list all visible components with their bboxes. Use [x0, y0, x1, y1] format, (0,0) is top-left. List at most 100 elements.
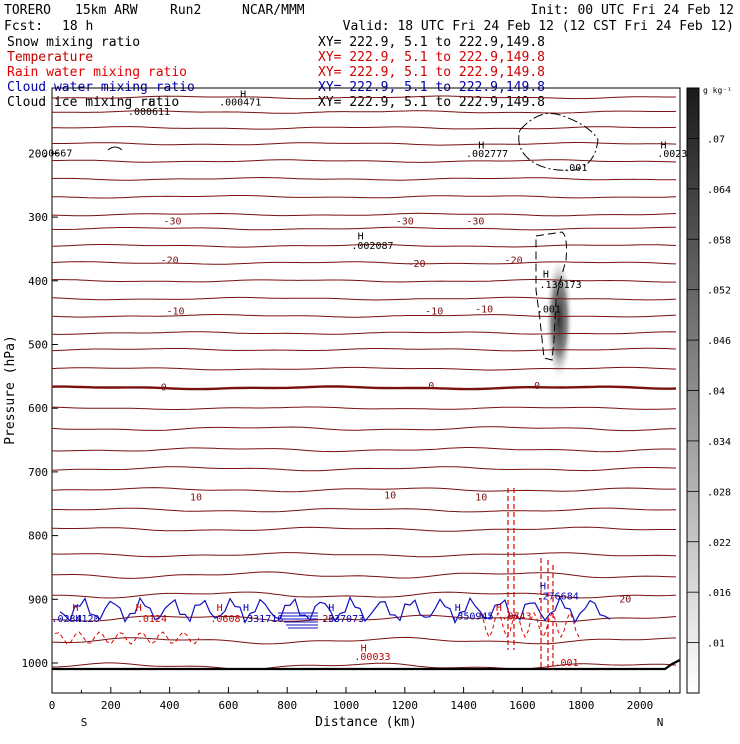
x-tick-label: 400	[160, 699, 180, 712]
isotherm-line	[51, 176, 676, 181]
isotherm-label: -20	[161, 256, 179, 267]
extremum-label: .00237	[657, 149, 693, 160]
extremum-label: .0667	[42, 149, 72, 160]
colorbar-swatch	[687, 638, 699, 646]
y-tick-label: 400	[28, 275, 48, 288]
colorbar-swatch	[687, 112, 699, 119]
colorbar-swatch	[687, 202, 699, 210]
plot-area	[51, 87, 681, 694]
extremum-label: H	[358, 231, 364, 242]
legend-label: Rain water mixing ratio	[7, 65, 187, 80]
header-run: Run2	[170, 3, 201, 18]
extremum-label: .337073	[322, 614, 364, 625]
x-tick-label: 2000	[627, 699, 654, 712]
colorbar-tick-label: .058	[707, 235, 731, 246]
colorbar-swatch	[687, 438, 699, 446]
y-axis-title: Pressure (hPa)	[3, 335, 18, 445]
colorbar-swatch	[687, 402, 699, 410]
isotherm-line	[52, 142, 677, 146]
colorbar-tick-label: .01	[707, 639, 725, 650]
extremum-label: .0743	[501, 612, 531, 623]
colorbar-swatch	[687, 178, 699, 186]
y-tick-label: 900	[28, 593, 48, 606]
colorbar-swatch	[687, 505, 699, 513]
colorbar-swatch	[687, 674, 699, 682]
isotherm-line	[51, 110, 677, 114]
zero-isotherm	[51, 385, 677, 391]
snow-contour	[518, 112, 599, 171]
y-tick-label: 500	[28, 339, 48, 352]
extremum-label: H	[478, 140, 484, 151]
colorbar-swatch	[687, 535, 699, 543]
colorbar-swatch	[687, 493, 699, 500]
isotherm-label: -20	[408, 259, 426, 270]
extremum-label: .0284120	[51, 614, 99, 625]
isotherm-line	[51, 261, 677, 265]
isotherm-label: -30	[466, 217, 484, 228]
extremum-label: .000471	[219, 98, 261, 109]
hydrometeor-contours	[54, 112, 611, 672]
isotherm-line	[52, 126, 677, 130]
header-model: TORERO	[4, 3, 51, 18]
extremum-label: H	[240, 89, 246, 100]
colorbar-swatch	[687, 432, 699, 440]
extremum-label: H	[496, 603, 502, 614]
x-tick-label: 1600	[509, 699, 536, 712]
colorbar-swatch	[687, 662, 699, 670]
colorbar-swatch	[687, 245, 699, 252]
colorbar-swatch	[687, 209, 699, 216]
colorbar-units: g kg⁻¹	[703, 86, 732, 95]
colorbar-tick-label: .052	[707, 286, 731, 297]
colorbar-swatch	[687, 596, 699, 603]
legend-xy: XY= 222.9, 5.1 to 222.9,149.8	[318, 95, 545, 110]
legend-label: Snow mixing ratio	[7, 35, 140, 50]
colorbar-swatch	[687, 106, 699, 113]
legend-xy: XY= 222.9, 5.1 to 222.9,149.8	[318, 50, 545, 65]
colorbar-swatch	[687, 481, 699, 488]
header-fcst-label: Fcst:	[4, 19, 43, 34]
isotherm-line	[51, 466, 677, 472]
isotherm-line	[51, 662, 677, 670]
colorbar-swatch	[687, 263, 699, 271]
colorbar-swatch	[687, 420, 699, 428]
extremum-label: .001	[563, 163, 587, 174]
colorbar-swatch	[687, 299, 699, 307]
colorbar-swatch	[687, 444, 699, 452]
colorbar-swatch	[687, 88, 699, 95]
header-org: NCAR/MMM	[242, 3, 305, 18]
colorbar-swatch	[687, 396, 699, 404]
colorbar-swatch	[687, 523, 699, 531]
y-axis: 1000 900 800 700 600 500 400 300 200	[22, 147, 58, 670]
colorbar-swatch	[687, 626, 699, 634]
colorbar-swatch	[687, 384, 699, 392]
colorbar-swatch	[687, 172, 699, 180]
colorbar-tick-label: .07	[707, 134, 725, 145]
extremum-label: H	[73, 603, 79, 614]
colorbar-swatch	[687, 275, 699, 283]
header-valid: Valid: 18 UTC Fri 24 Feb 12 (12 CST Fri …	[343, 19, 734, 34]
colorbar-swatch	[687, 293, 699, 301]
colorbar-swatch	[687, 366, 699, 373]
field-legend: Snow mixing ratio XY= 222.9, 5.1 to 222.9…	[7, 35, 545, 110]
plot-frame	[51, 87, 681, 694]
isotherm-line	[51, 366, 677, 371]
colorbar-swatch	[687, 511, 699, 519]
colorbar-swatch	[687, 342, 699, 349]
colorbar-swatch	[687, 287, 699, 295]
colorbar-swatch	[687, 541, 699, 549]
colorbar-swatch	[687, 469, 699, 476]
colorbar-swatch	[687, 408, 699, 416]
colorbar-swatch	[687, 305, 699, 313]
isotherm-line	[52, 507, 677, 513]
y-tick-label: 600	[28, 402, 48, 415]
north-end-label: N	[657, 716, 664, 729]
legend-xy: XY= 222.9, 5.1 to 222.9,149.8	[318, 65, 545, 80]
isotherm-label: -10	[475, 305, 493, 316]
colorbar-swatch	[687, 559, 699, 567]
colorbar-swatch	[687, 426, 699, 434]
legend-label: Temperature	[7, 50, 93, 65]
colorbar-swatch	[687, 130, 699, 137]
x-tick-label: 200	[101, 699, 121, 712]
colorbar-tick-label: .046	[707, 336, 731, 347]
isotherm-line	[51, 95, 676, 100]
